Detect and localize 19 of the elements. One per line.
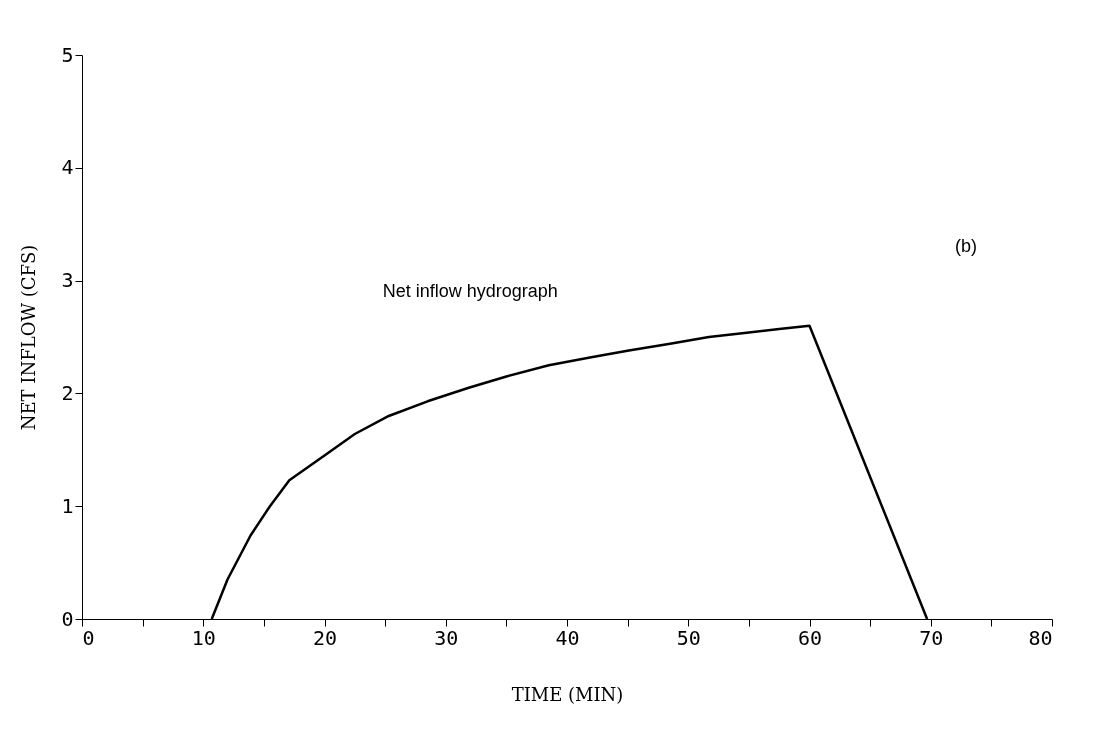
- x-tick-label: 20: [312, 625, 338, 650]
- y-tick-label: 0: [61, 606, 74, 631]
- x-tick-label: 30: [434, 625, 459, 650]
- x-tick-label: 10: [191, 625, 216, 650]
- y-axis-title: NET INFLOW (CFS): [18, 244, 40, 431]
- x-tick-label: 60: [797, 625, 823, 650]
- y-tick-label: 5: [61, 42, 74, 67]
- x-tick-label: 80: [1028, 625, 1053, 650]
- annotation: (b): [955, 235, 977, 256]
- annotation: Net inflow hydrograph: [382, 280, 558, 301]
- y-tick-label: 2: [61, 380, 74, 405]
- x-tick-label: 70: [919, 625, 944, 650]
- x-tick-label: 0: [82, 625, 95, 650]
- x-axis-title: TIME (MIN): [511, 683, 624, 705]
- x-tick-label: 50: [676, 625, 701, 650]
- y-tick-label: 1: [61, 493, 74, 518]
- x-tick-label: 40: [555, 625, 580, 650]
- y-tick-label: 3: [61, 268, 74, 293]
- y-tick-label: 4: [61, 155, 74, 180]
